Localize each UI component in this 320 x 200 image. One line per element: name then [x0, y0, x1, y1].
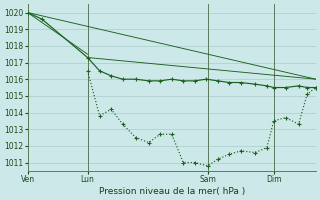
X-axis label: Pression niveau de la mer( hPa ): Pression niveau de la mer( hPa ): [99, 187, 245, 196]
